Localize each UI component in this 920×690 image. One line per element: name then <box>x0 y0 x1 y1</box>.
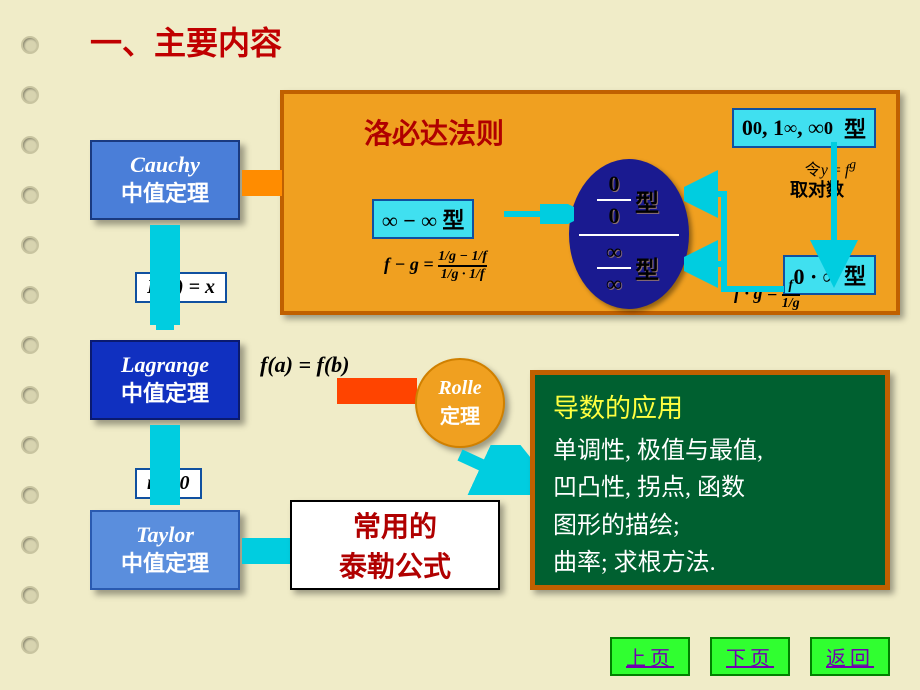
arrow-lagrange-to-rolle <box>242 378 417 404</box>
arrow-taylor-to-lagrange <box>150 425 180 505</box>
applications-title: 导数的应用 <box>553 389 867 429</box>
back-button[interactable]: 返回 <box>810 637 890 676</box>
slide-title: 一、主要内容 <box>90 18 282 64</box>
taylor-formula-line1: 常用的 <box>353 505 437 545</box>
panel-arrows <box>684 94 894 319</box>
slide-content: 一、主要内容 Cauchy 中值定理 Lagrange 中值定理 Taylor … <box>60 0 920 690</box>
spiral-binding <box>0 0 60 690</box>
taylor-formula-box: 常用的 泰勒公式 <box>290 500 500 590</box>
taylor-line2: 中值定理 <box>121 550 209 579</box>
lagrange-line1: Lagrange <box>121 351 209 380</box>
lhopital-panel: 洛必达法则 00, 1∞, ∞0 型 ∞ − ∞ 型 0 · ∞ 型 令y = … <box>280 90 900 315</box>
center-ellipse: 0 0 型 ∞ ∞ 型 <box>569 159 689 309</box>
ellipse-top-den: 0 <box>609 203 620 229</box>
arrow-infminus-to-ellipse <box>504 204 574 224</box>
lagrange-line2: 中值定理 <box>121 380 209 409</box>
rolle-circle: Rolle 定理 <box>415 358 505 448</box>
taylor-box: Taylor 中值定理 <box>90 510 240 590</box>
next-button[interactable]: 下页 <box>710 637 790 676</box>
ellipse-bot-xing: 型 <box>635 250 659 285</box>
rolle-line1: Rolle <box>438 377 481 400</box>
ellipse-top-xing: 型 <box>635 183 659 218</box>
prev-button[interactable]: 上页 <box>610 637 690 676</box>
cauchy-line2: 中值定理 <box>121 180 209 209</box>
lhopital-title: 洛必达法则 <box>364 112 504 152</box>
arrow-lagrange-to-cauchy <box>150 225 180 335</box>
cauchy-box: Cauchy 中值定理 <box>90 140 240 220</box>
ellipse-top-num: 0 <box>609 171 620 197</box>
ellipse-bot-num: ∞ <box>606 239 622 265</box>
cauchy-line1: Cauchy <box>130 151 200 180</box>
lagrange-box: Lagrange 中值定理 <box>90 340 240 420</box>
arrow-taylor-to-formula <box>242 538 292 564</box>
ellipse-bot-den: ∞ <box>606 271 622 297</box>
taylor-formula-line2: 泰勒公式 <box>339 545 451 585</box>
rolle-line2: 定理 <box>440 400 480 429</box>
arrow-rolle-to-apps <box>455 445 535 495</box>
fa-equals-fb: f(a) = f(b) <box>260 352 350 378</box>
applications-box: 导数的应用 单调性, 极值与最值, 凹凸性, 拐点, 函数 图形的描绘; 曲率;… <box>530 370 890 590</box>
indet-inf-minus-inf-box: ∞ − ∞ 型 <box>372 199 474 239</box>
f-minus-g-formula: f − g = 1/g − 1/f1/g · 1/f <box>384 250 487 282</box>
nav-bar: 上页 下页 返回 <box>610 637 890 676</box>
fx-equals-x-label: F(x) = x <box>135 272 227 303</box>
arrow-cauchy-to-panel <box>242 170 282 196</box>
applications-body: 单调性, 极值与最值, 凹凸性, 拐点, 函数 图形的描绘; 曲率; 求根方法. <box>553 433 867 582</box>
taylor-line1: Taylor <box>136 521 194 550</box>
